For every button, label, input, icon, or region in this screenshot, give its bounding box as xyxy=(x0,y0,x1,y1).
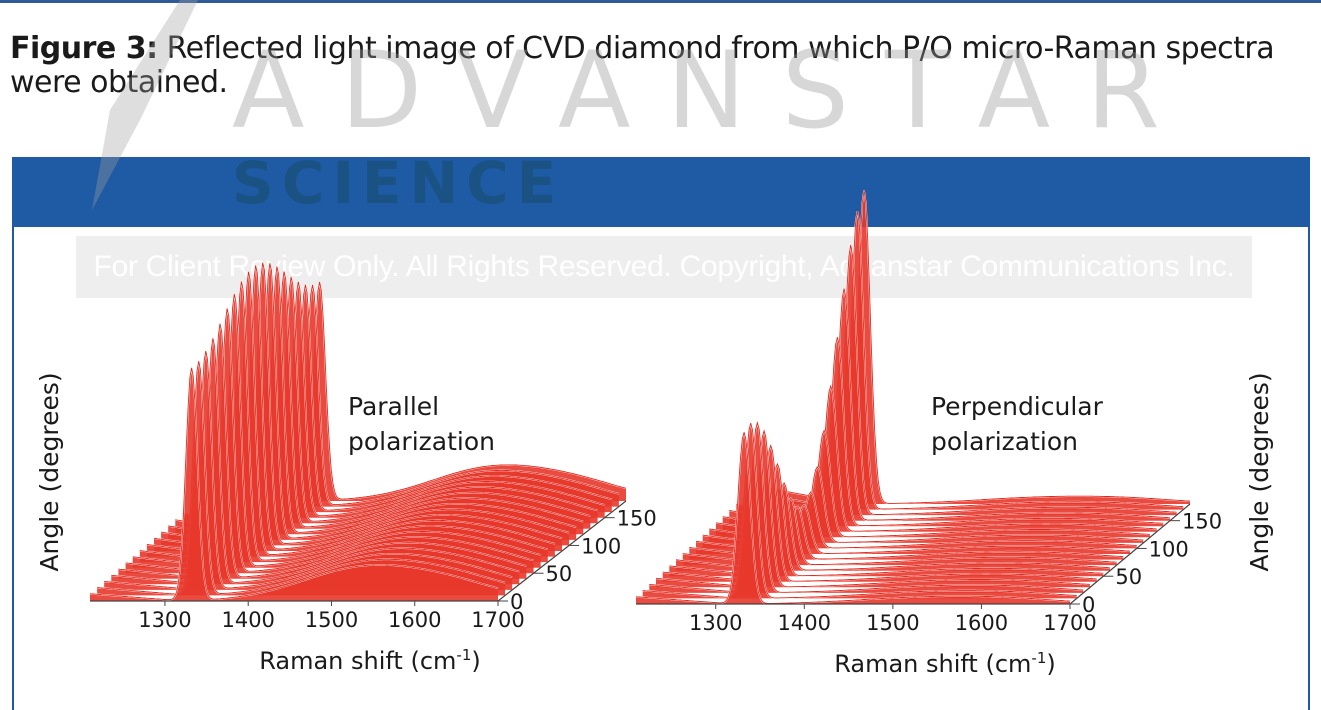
x-tick-label-1300: 1300 xyxy=(138,608,191,632)
watermark-swoosh-icon xyxy=(92,0,198,210)
caption-text: Reflected light image of CVD diamond fro… xyxy=(10,31,1275,100)
panel-header xyxy=(14,157,1308,227)
angle-axis-label: Angle (degrees) xyxy=(35,372,64,571)
spectrum-trace-20 xyxy=(104,351,513,589)
series-label-line-1: Perpendicular xyxy=(931,392,1104,421)
spectrum-highlight-170 xyxy=(749,210,1184,510)
spectrum-fill-170 xyxy=(749,211,1184,510)
angle-tick-label-50: 50 xyxy=(546,562,573,586)
spectrum-trace-10 xyxy=(642,422,1077,599)
x-tick-label-1600: 1600 xyxy=(388,608,441,632)
spectrum-trace-10 xyxy=(97,361,506,595)
x-tick-label-1600: 1600 xyxy=(955,611,1008,635)
spectrum-trace-0 xyxy=(635,432,1071,604)
x-tick-label-1700: 1700 xyxy=(1043,611,1096,635)
angle-tick-label-150: 150 xyxy=(1182,510,1222,534)
spectrum-fill-0 xyxy=(636,432,1070,604)
spectrum-trace-170 xyxy=(749,211,1184,510)
spectrum-trace-30 xyxy=(655,429,1091,588)
angle-tick-label-100: 100 xyxy=(581,534,621,558)
x-tick-label-1500: 1500 xyxy=(866,611,919,635)
spectrum-trace-0 xyxy=(89,367,499,601)
angle-tick-label-0: 0 xyxy=(1082,593,1095,617)
spectrum-trace-160 xyxy=(742,244,1177,515)
figure-label: Figure 3: xyxy=(10,31,158,66)
x-tick-label-1500: 1500 xyxy=(305,608,358,632)
angle-tick-label-50: 50 xyxy=(1115,565,1142,589)
spectrum-highlight-160 xyxy=(742,244,1177,516)
angle-axis-label: Angle (degrees) xyxy=(1245,372,1274,571)
angle-tick-label-0: 0 xyxy=(510,590,523,614)
watermark-science: SCIENCE xyxy=(232,149,565,217)
figure-caption: Figure 3: Reflected light image of CVD d… xyxy=(10,32,1315,100)
spectrum-fill-160 xyxy=(742,245,1177,516)
watermark-brand: ADVANSTAR xyxy=(232,29,1196,152)
watermark-stripe: For Client Review Only. All Rights Reser… xyxy=(76,236,1252,298)
angle-tick-label-150: 150 xyxy=(617,507,657,531)
series-label-line-2: polarization xyxy=(931,427,1078,456)
x-tick-label-1400: 1400 xyxy=(778,611,831,635)
x-tick-label-1400: 1400 xyxy=(221,608,274,632)
x-axis-label: Raman shift (cm-1) xyxy=(259,646,481,675)
angle-tick-label-100: 100 xyxy=(1149,537,1189,561)
spectrum-fill-0 xyxy=(90,367,498,601)
x-tick-label-1300: 1300 xyxy=(689,611,742,635)
x-tick-label-1700: 1700 xyxy=(471,608,524,632)
series-label-line-1: Parallel xyxy=(348,392,439,421)
series-label-line-2: polarization xyxy=(348,427,495,456)
top-rule xyxy=(0,0,1321,3)
x-axis-label: Raman shift (cm-1) xyxy=(834,649,1056,678)
spectrum-trace-20 xyxy=(649,421,1084,593)
